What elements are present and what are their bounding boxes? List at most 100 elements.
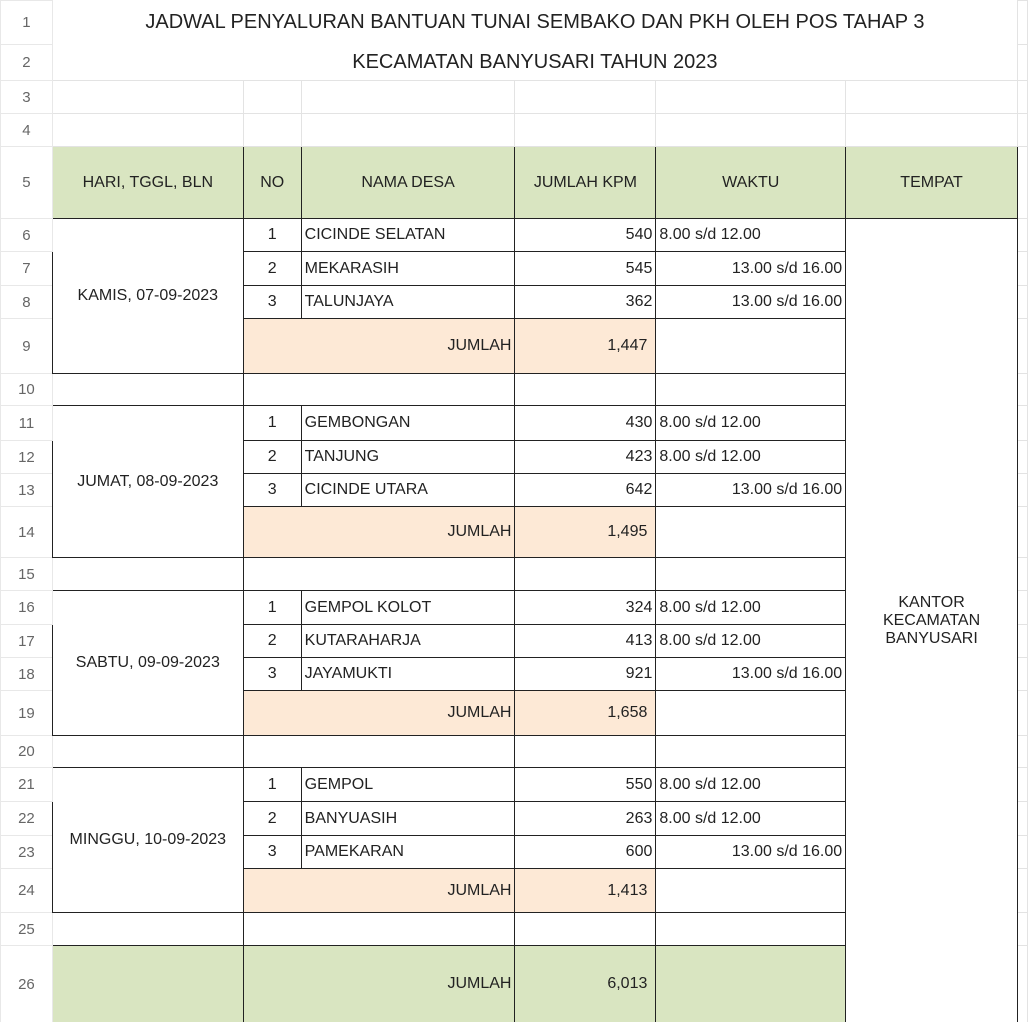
empty-cell[interactable]	[655, 945, 847, 1022]
cell[interactable]	[300, 113, 516, 147]
row-header[interactable]: 24	[0, 868, 53, 913]
desa-cell[interactable]: TALUNJAYA	[300, 285, 516, 319]
empty-cell[interactable]	[51, 735, 244, 768]
row-header[interactable]: 15	[0, 557, 53, 591]
row-header[interactable]: 16	[0, 590, 53, 625]
cell[interactable]	[1016, 113, 1028, 147]
cell[interactable]	[845, 113, 1018, 147]
cell[interactable]	[1016, 440, 1028, 474]
cell[interactable]	[1016, 80, 1028, 114]
row-header[interactable]: 22	[0, 801, 53, 836]
cell[interactable]	[1016, 624, 1028, 658]
empty-cell[interactable]	[242, 373, 516, 406]
kpm-cell[interactable]: 362	[514, 285, 657, 319]
row-header[interactable]: 21	[0, 767, 53, 802]
header-jumlah-kpm[interactable]: JUMLAH KPM	[514, 146, 657, 219]
row-header[interactable]: 9	[0, 318, 53, 374]
cell[interactable]	[51, 113, 244, 147]
subtotal-value[interactable]: 1,658	[514, 690, 657, 736]
cell[interactable]	[1016, 373, 1028, 406]
subtotal-label[interactable]: JUMLAH	[242, 506, 516, 558]
row-header[interactable]: 23	[0, 835, 53, 869]
row-header[interactable]: 7	[0, 251, 53, 286]
waktu-cell[interactable]: 8.00 s/d 12.00	[655, 624, 847, 658]
kpm-cell[interactable]: 600	[514, 835, 657, 869]
desa-cell[interactable]: CICINDE UTARA	[300, 473, 516, 507]
empty-cell[interactable]	[655, 506, 847, 558]
tempat-cell[interactable]: KANTOR KECAMATAN BANYUSARI	[845, 218, 1018, 1022]
no-cell[interactable]: 1	[242, 405, 302, 441]
waktu-cell[interactable]: 13.00 s/d 16.00	[655, 285, 847, 319]
desa-cell[interactable]: BANYUASIH	[300, 801, 516, 836]
cell[interactable]	[1016, 285, 1028, 319]
header-tempat[interactable]: TEMPAT	[845, 146, 1018, 219]
subtotal-label[interactable]: JUMLAH	[242, 318, 516, 374]
waktu-cell[interactable]: 13.00 s/d 16.00	[655, 657, 847, 691]
kpm-cell[interactable]: 545	[514, 251, 657, 286]
kpm-cell[interactable]: 413	[514, 624, 657, 658]
cell[interactable]	[242, 113, 302, 147]
desa-cell[interactable]: GEMPOL KOLOT	[300, 590, 516, 625]
cell[interactable]	[514, 113, 657, 147]
row-header[interactable]: 20	[0, 735, 53, 768]
desa-cell[interactable]: GEMPOL	[300, 767, 516, 802]
title-line-1[interactable]: JADWAL PENYALURAN BANTUAN TUNAI SEMBAKO …	[145, 11, 925, 33]
desa-cell[interactable]: CICINDE SELATAN	[300, 218, 516, 252]
cell[interactable]	[1016, 690, 1028, 736]
cell[interactable]	[242, 80, 302, 114]
no-cell[interactable]: 1	[242, 590, 302, 625]
cell[interactable]	[514, 80, 657, 114]
row-header[interactable]: 11	[0, 405, 53, 441]
row-header[interactable]: 5	[0, 146, 53, 219]
empty-cell[interactable]	[242, 557, 516, 591]
cell[interactable]	[655, 113, 847, 147]
empty-cell[interactable]	[51, 373, 244, 406]
empty-cell[interactable]	[242, 735, 516, 768]
desa-cell[interactable]: TANJUNG	[300, 440, 516, 474]
subtotal-value[interactable]: 1,495	[514, 506, 657, 558]
no-cell[interactable]: 1	[242, 218, 302, 252]
row-header[interactable]: 2	[0, 44, 53, 81]
row-header[interactable]: 1	[0, 0, 53, 45]
row-header[interactable]: 25	[0, 912, 53, 946]
cell[interactable]	[1016, 801, 1028, 836]
no-cell[interactable]: 1	[242, 767, 302, 802]
empty-cell[interactable]	[655, 373, 847, 406]
no-cell[interactable]: 2	[242, 440, 302, 474]
cell[interactable]	[655, 80, 847, 114]
waktu-cell[interactable]: 8.00 s/d 12.00	[655, 590, 847, 625]
row-header[interactable]: 3	[0, 80, 53, 114]
empty-cell[interactable]	[514, 557, 657, 591]
row-header[interactable]: 8	[0, 285, 53, 319]
no-cell[interactable]: 3	[242, 473, 302, 507]
waktu-cell[interactable]: 8.00 s/d 12.00	[655, 218, 847, 252]
cell[interactable]	[1016, 146, 1028, 219]
date-cell[interactable]: JUMAT, 08-09-2023	[51, 405, 244, 558]
kpm-cell[interactable]: 423	[514, 440, 657, 474]
no-cell[interactable]: 2	[242, 801, 302, 836]
empty-cell[interactable]	[51, 912, 244, 946]
date-cell[interactable]: MINGGU, 10-09-2023	[51, 767, 244, 913]
cell[interactable]	[1016, 835, 1028, 869]
desa-cell[interactable]: GEMBONGAN	[300, 405, 516, 441]
cell[interactable]	[51, 80, 244, 114]
kpm-cell[interactable]: 430	[514, 405, 657, 441]
desa-cell[interactable]: JAYAMUKTI	[300, 657, 516, 691]
waktu-cell[interactable]: 13.00 s/d 16.00	[655, 251, 847, 286]
no-cell[interactable]: 3	[242, 657, 302, 691]
cell[interactable]	[1016, 912, 1028, 946]
cell[interactable]	[1016, 218, 1028, 252]
kpm-cell[interactable]: 550	[514, 767, 657, 802]
header-no[interactable]: NO	[242, 146, 302, 219]
cell[interactable]	[1016, 473, 1028, 507]
waktu-cell[interactable]: 13.00 s/d 16.00	[655, 835, 847, 869]
no-cell[interactable]: 3	[242, 285, 302, 319]
subtotal-label[interactable]: JUMLAH	[242, 868, 516, 913]
kpm-cell[interactable]: 642	[514, 473, 657, 507]
empty-cell[interactable]	[655, 868, 847, 913]
cell[interactable]	[1016, 590, 1028, 625]
row-header[interactable]: 4	[0, 113, 53, 147]
empty-cell[interactable]	[514, 373, 657, 406]
kpm-cell[interactable]: 324	[514, 590, 657, 625]
header-nama-desa[interactable]: NAMA DESA	[300, 146, 516, 219]
